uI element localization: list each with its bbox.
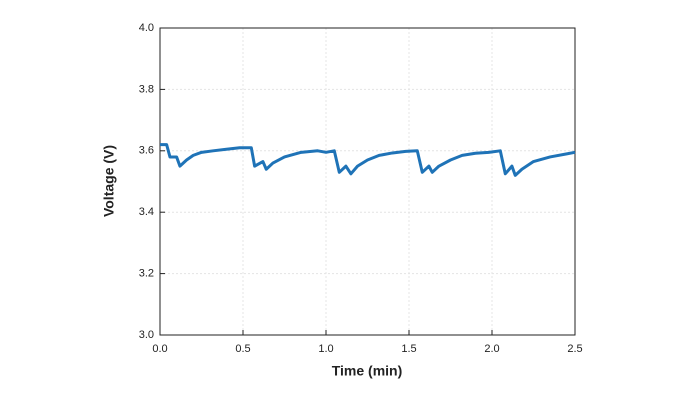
- x-tick-label: 0.0: [152, 343, 167, 355]
- y-axis-title: Voltage (V): [101, 145, 117, 217]
- x-axis-title: Time (min): [332, 363, 403, 379]
- x-tick-label: 1.5: [401, 343, 416, 355]
- y-tick-label: 3.6: [139, 145, 154, 157]
- x-tick-label: 2.0: [484, 343, 499, 355]
- x-tick-label: 0.5: [235, 343, 250, 355]
- x-tick-label: 1.0: [318, 343, 333, 355]
- y-tick-label: 4.0: [139, 22, 154, 34]
- plot-frame: [159, 27, 576, 336]
- y-tick-label: 3.8: [139, 83, 154, 95]
- line: [160, 143, 576, 177]
- y-tick-label: 3.0: [139, 329, 154, 341]
- y-tick-label: 3.2: [139, 268, 154, 280]
- x-tick-label: 2.5: [567, 343, 582, 355]
- y-tick-label: 3.4: [139, 206, 154, 218]
